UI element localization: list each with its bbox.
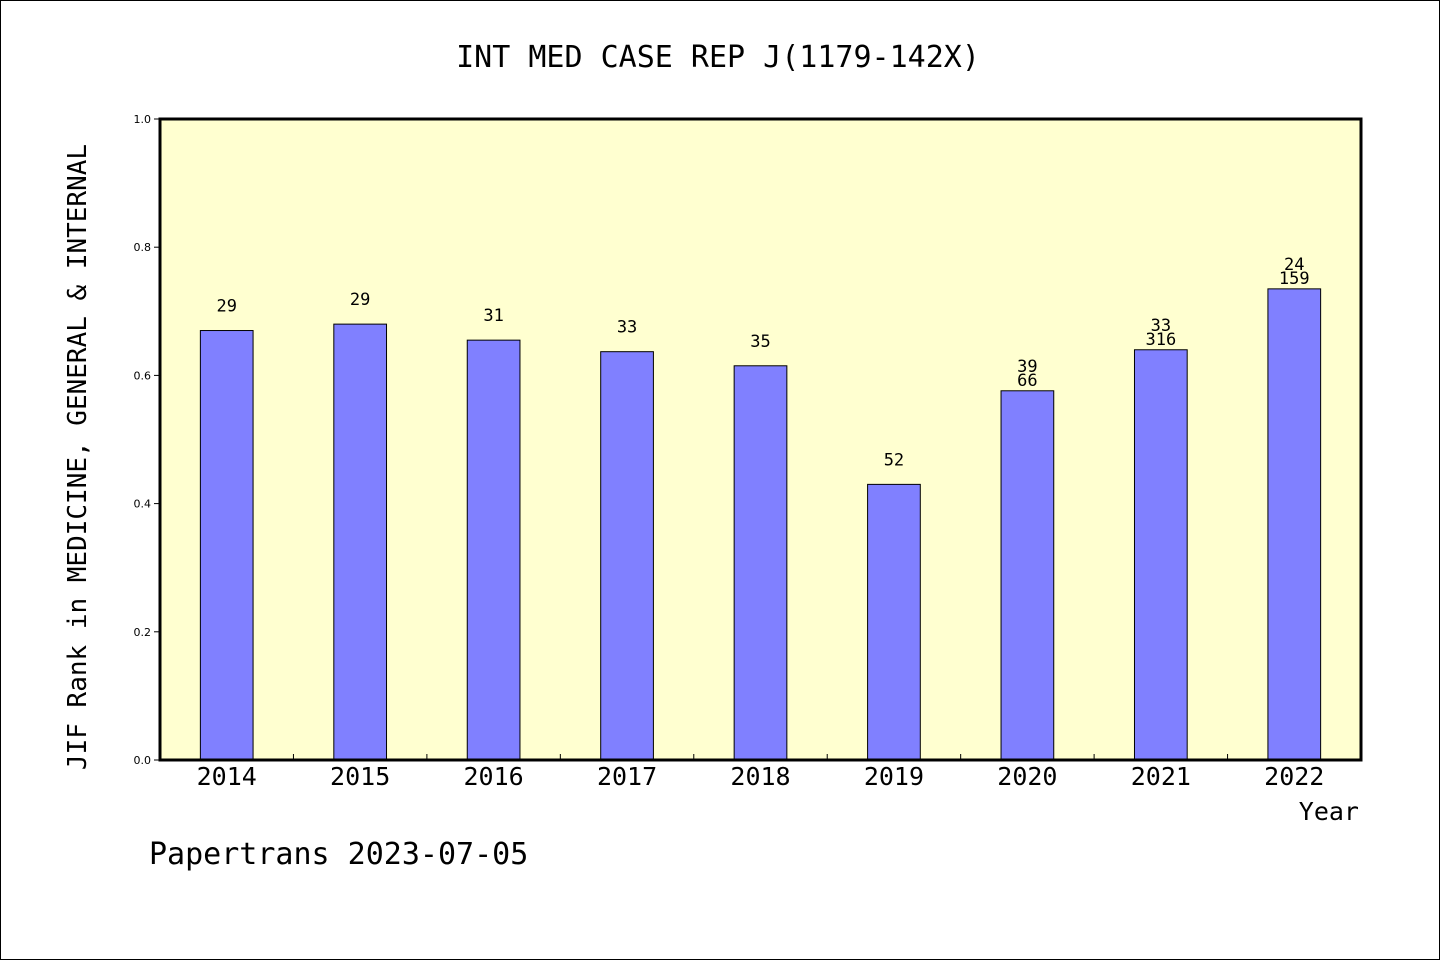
bar-data-label: 35 xyxy=(750,332,770,352)
bar-data-label: 39 xyxy=(1017,357,1037,377)
bar-data-label: 33 xyxy=(617,318,637,338)
bar-data-label: 159 xyxy=(1279,269,1310,289)
bar-2018 xyxy=(733,365,788,761)
bar-2022 xyxy=(1267,288,1322,761)
y-tick-label: 0.0 xyxy=(134,754,152,767)
plot-border xyxy=(158,117,1363,762)
y-tick-label: 0.2 xyxy=(134,626,152,639)
y-tick-label: 0.8 xyxy=(134,241,152,254)
bar-2019 xyxy=(867,483,921,761)
y-tick-label: 1.0 xyxy=(134,113,152,126)
x-tick-label: 2019 xyxy=(864,762,924,791)
x-tick-label: 2017 xyxy=(597,762,657,791)
y-tick-label: 0.4 xyxy=(134,498,152,511)
bar-data-label: 29 xyxy=(216,297,236,317)
bar-data-label: 52 xyxy=(884,450,904,470)
bar-2017 xyxy=(600,351,654,761)
bar-data-label: 316 xyxy=(1145,330,1176,350)
x-tick-label: 2020 xyxy=(997,762,1057,791)
bar-2020 xyxy=(1000,390,1055,761)
y-tick-label: 0.6 xyxy=(134,369,152,382)
bar-data-label: 24 xyxy=(1284,255,1304,275)
footer-credit: Papertrans 2023-07-05 xyxy=(149,837,528,872)
x-tick-label: 2014 xyxy=(197,762,257,791)
bar-2015 xyxy=(333,323,388,761)
chart-title: INT MED CASE REP J(1179-142X) xyxy=(456,40,980,75)
bar-data-label: 33 xyxy=(1151,316,1171,336)
x-tick-label: 2021 xyxy=(1131,762,1191,791)
x-tick-label: 2018 xyxy=(730,762,790,791)
bar-2021 xyxy=(1133,349,1188,761)
bar-data-label: 31 xyxy=(483,306,503,326)
x-tick-label: 2016 xyxy=(464,762,524,791)
bar-2016 xyxy=(466,339,521,761)
y-axis-label: JIF Rank in MEDICINE, GENERAL & INTERNAL xyxy=(63,144,93,770)
bar-data-label: 29 xyxy=(350,290,370,310)
x-tick-label: 2015 xyxy=(330,762,390,791)
x-axis-label: Year xyxy=(1299,797,1359,826)
bar-2014 xyxy=(199,330,254,761)
x-tick-label: 2022 xyxy=(1264,762,1324,791)
bar-data-label: 66 xyxy=(1017,371,1037,391)
